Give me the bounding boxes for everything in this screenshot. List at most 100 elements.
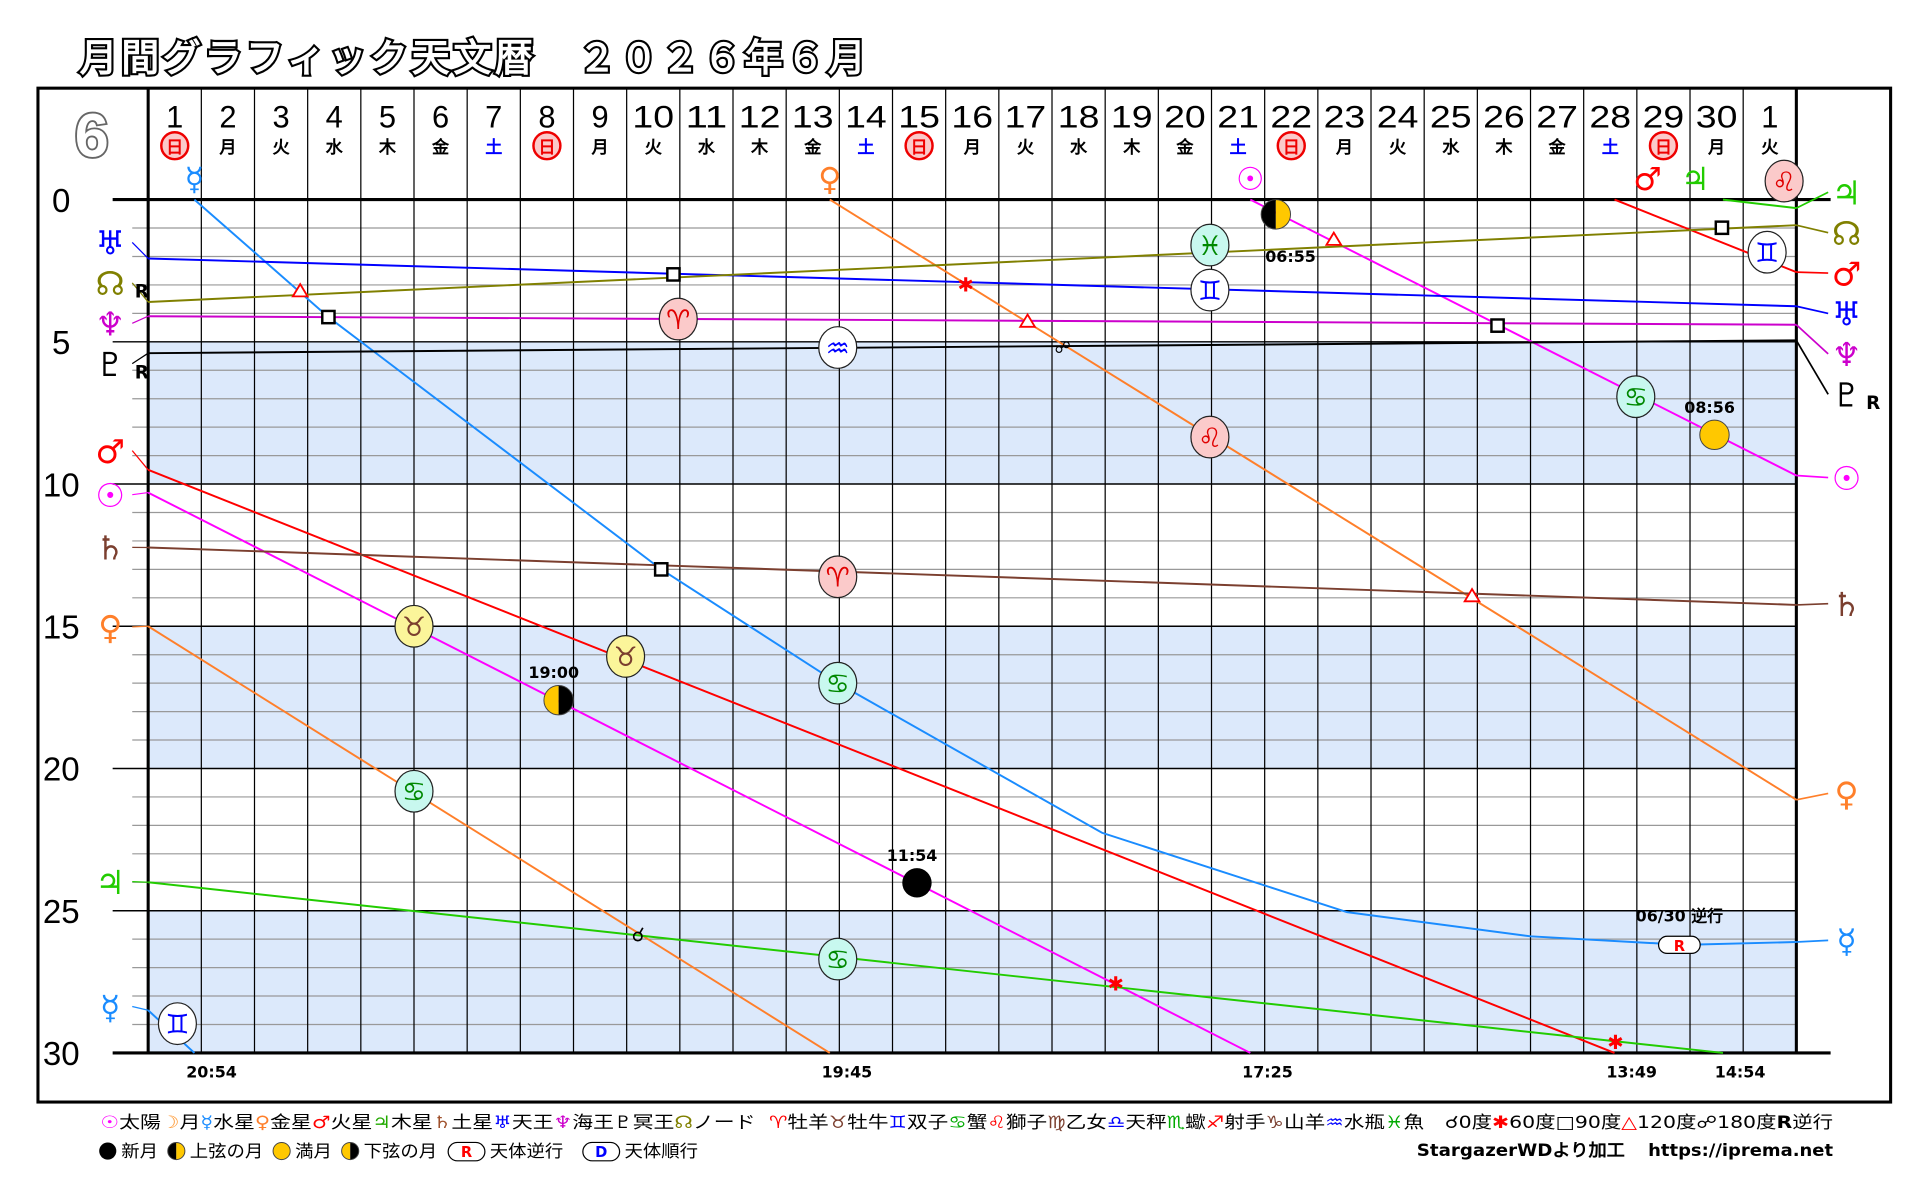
- planet-lines: [147, 198, 1797, 1054]
- weekday-label: 月: [218, 138, 236, 158]
- legend-label: 金星: [270, 1113, 312, 1133]
- left-label-node-icon: ☊: [96, 264, 125, 303]
- series-line-sun: [147, 491, 1251, 1054]
- zodiac-sign-icon: ♉: [402, 612, 426, 643]
- right-label-venus-icon: ♀: [1834, 775, 1858, 814]
- weekday-label: 火: [273, 138, 291, 158]
- left-label-jupiter-icon: ♃: [95, 863, 125, 902]
- legend-label: 木星: [391, 1113, 433, 1133]
- legend-label: 60度: [1509, 1113, 1555, 1133]
- legend-aspects: ☌ 0度 ✱ 60度 □ 90度 △ 120度 ☍ 180度 R 逆行: [1445, 1113, 1833, 1133]
- sign-marker: [1190, 415, 1230, 459]
- series-line-jupiter: [148, 881, 1724, 1054]
- sunday-circle: [904, 131, 934, 161]
- ingress-time-label: 19:45: [822, 1063, 873, 1082]
- ingress-time-label: 14:54: [1715, 1063, 1766, 1082]
- moon-half-right: [350, 1142, 359, 1160]
- legend-label: 土星: [451, 1113, 493, 1133]
- sextile-aspect-icon: ✱: [958, 273, 974, 296]
- weekday-label: 水: [1442, 137, 1460, 158]
- shaded-band: [148, 910, 1797, 1053]
- moon-outline: [167, 1141, 186, 1161]
- weekday-label: 金: [803, 137, 822, 158]
- legend-label: 山羊: [1284, 1113, 1325, 1133]
- zodiac-sign-icon: ♊: [1198, 276, 1222, 307]
- legend-label: 牡牛: [847, 1113, 888, 1133]
- source-url: https://iprema.net: [1648, 1141, 1833, 1161]
- day-number: 26: [1483, 98, 1525, 134]
- legend-label: 月: [180, 1113, 201, 1133]
- moon-phase-time: 11:54: [887, 846, 938, 865]
- left-label-connector: [131, 352, 149, 365]
- label-connector: [1796, 224, 1829, 234]
- retrograde-event-label: 06/30 逆行: [1636, 907, 1724, 926]
- y-tick-label: 10: [43, 467, 80, 504]
- right-label-mercury-icon: ☿: [1836, 922, 1856, 961]
- square-aspect-icon: [1490, 318, 1505, 333]
- sign-marker: [157, 1002, 197, 1046]
- legend-symbol-icon: ♑: [1265, 1113, 1283, 1133]
- legend-symbol-icon: ☽: [161, 1113, 180, 1133]
- day-number: 9: [592, 98, 609, 134]
- day-number: 20: [1164, 98, 1206, 134]
- right-label-jupiter-icon: ♃: [1832, 173, 1862, 212]
- series-line-neptune: [148, 315, 1797, 326]
- moon-half-left: [167, 1142, 177, 1160]
- right-label-neptune-icon: ♆: [1832, 335, 1862, 374]
- sign-marker: [1764, 159, 1804, 203]
- series-line-venus: [829, 198, 1797, 801]
- conjunction-aspect-icon: ☌: [632, 924, 645, 947]
- y-tick-label: 15: [43, 610, 80, 647]
- day-number: 22: [1270, 98, 1312, 134]
- legend-symbol-icon: ♋: [948, 1113, 966, 1133]
- legend-symbol-icon: ♌: [987, 1113, 1005, 1133]
- legend-symbol-icon: ♒: [1325, 1113, 1343, 1133]
- left-label-connector: [132, 491, 149, 496]
- ingress-time-label: 13:49: [1606, 1063, 1657, 1082]
- shaded-band: [148, 341, 1797, 485]
- legend-label: 海王: [572, 1113, 614, 1133]
- zodiac-sign-icon: ♊: [165, 1009, 189, 1040]
- day-number: 14: [845, 98, 887, 134]
- weekday-label: 火: [1017, 138, 1035, 158]
- weekday-label: 木: [750, 137, 769, 158]
- legend-label: 蟹: [967, 1113, 988, 1133]
- legend-label: 水星: [213, 1113, 255, 1133]
- weekday-label: 土: [857, 137, 874, 158]
- ingress-planet-icon: ♃: [1681, 160, 1710, 198]
- credit-text: StargazerWDより加工: [1417, 1141, 1625, 1161]
- legend-label: 太陽: [119, 1113, 161, 1133]
- left-label-connector: [132, 625, 149, 628]
- moon-half-right: [176, 1142, 185, 1160]
- weekday-label: 日: [1655, 138, 1672, 158]
- label-connector: [1796, 939, 1829, 943]
- chart-marks: ♊ ♋ ♉ ♉ ♈ ♒ ♈ ♋ ♋ ♓ ♊ ♌ ♋ ♊ ♌ ✱ ☍ ☌ ✱ ✱ 19:00 11:54 06:55 08:56…: [157, 159, 1804, 1082]
- sign-marker: [818, 326, 858, 369]
- legend-label: 冥王: [633, 1113, 675, 1133]
- retro-mark: R: [1866, 393, 1880, 414]
- first-quarter-moon-icon: [1260, 199, 1292, 230]
- label-connector: [1795, 191, 1829, 209]
- day-number: 11: [686, 98, 728, 134]
- legend-label: 牡羊: [787, 1113, 828, 1133]
- day-number: 8: [538, 98, 555, 134]
- legend-symbol-icon: ♀: [255, 1113, 270, 1133]
- legend-label: 乙女: [1066, 1113, 1107, 1133]
- legend-moon-label: 下弦の月: [364, 1142, 437, 1162]
- weekday-label: 月: [1707, 138, 1725, 158]
- day-number: 1: [166, 98, 183, 134]
- legend-symbol-icon: ♂: [312, 1113, 331, 1133]
- left-label-sun-icon: ☉: [95, 476, 125, 515]
- weekday-label: 金: [431, 137, 450, 158]
- weekday-label: 月: [1335, 138, 1353, 158]
- day-number: 10: [632, 98, 674, 134]
- legend-moon-label: 上弦の月: [190, 1142, 263, 1162]
- legend-moon-label: 新月: [121, 1142, 158, 1162]
- day-number: 1: [1761, 98, 1778, 134]
- series-line-mercury: [193, 198, 1797, 946]
- series-line-jupiter: [1722, 198, 1797, 210]
- ingress-time-label: 20:54: [186, 1063, 237, 1082]
- weekday-label: 日: [538, 138, 555, 158]
- moon-disc: [902, 868, 932, 898]
